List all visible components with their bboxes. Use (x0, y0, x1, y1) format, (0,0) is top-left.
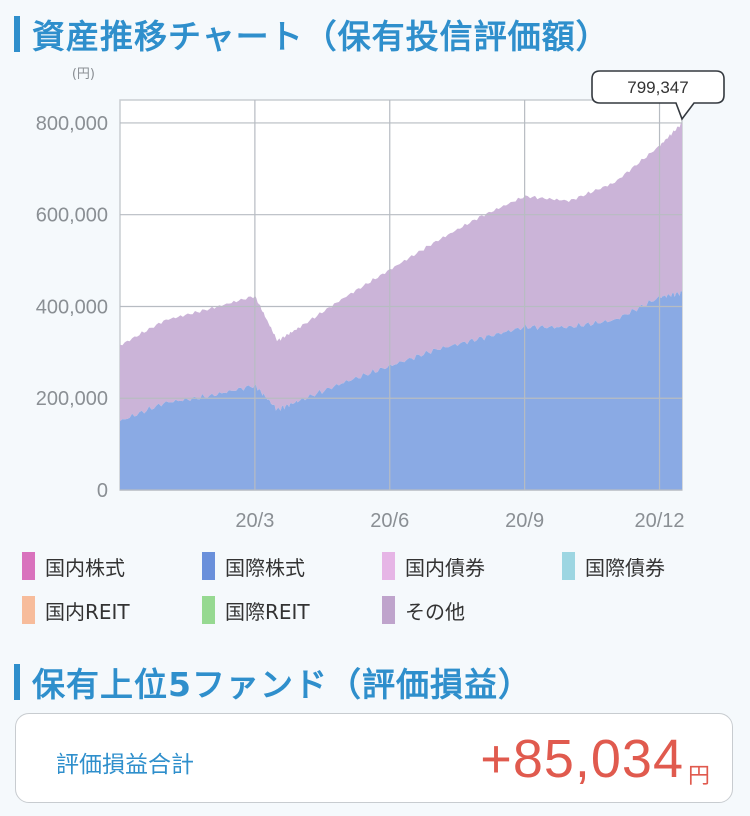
legend-item: 国際債券 (562, 552, 742, 580)
value-callout (591, 70, 725, 121)
legend-item: 国際REIT (202, 596, 382, 624)
asset-chart: 0 200,000 400,000 600,000 800,000 20/3 20/6 20/… (0, 58, 750, 538)
legend-swatch (382, 552, 395, 580)
asset-area-chart: 0 200,000 400,000 600,000 800,000 20/3 20/6 20/… (36, 67, 725, 532)
legend-item: 国際株式 (202, 552, 382, 580)
x-tick-label: 20/3 (235, 510, 274, 532)
asset-chart-title: 資産推移チャート（保有投信評価額） (14, 10, 610, 58)
legend-item: 国内株式 (22, 552, 202, 580)
y-tick-label: 600,000 (36, 205, 108, 227)
total-gain-value: +85,034 (480, 729, 684, 789)
legend-swatch (202, 552, 215, 580)
x-tick-label: 20/6 (370, 510, 409, 532)
y-tick-label: 800,000 (36, 113, 108, 135)
legend-label: 国内株式 (45, 555, 125, 580)
title-accent-bar (14, 16, 20, 52)
legend-label: 国内債券 (405, 555, 485, 580)
legend-swatch (22, 596, 35, 624)
legend-label: 国際株式 (225, 555, 305, 580)
legend-swatch (202, 596, 215, 624)
y-unit-label: (円) (72, 67, 95, 82)
value-callout-text: 799,347 (627, 78, 688, 97)
legend-swatch (562, 552, 575, 580)
x-tick-label: 20/12 (634, 510, 684, 532)
y-tick-label: 400,000 (36, 296, 108, 318)
legend-label: 国際REIT (225, 599, 310, 624)
legend-item: 国内債券 (382, 552, 562, 580)
series-intl-stock-area (120, 290, 682, 490)
top-funds-title: 保有上位5ファンド（評価損益） (14, 658, 532, 706)
title-accent-bar (14, 664, 20, 700)
legend-item: その他 (382, 596, 562, 624)
legend-swatch (382, 596, 395, 624)
chart-legend: 国内株式 国際株式 国内債券 国際債券国内REIT 国際REIT その他 (22, 552, 742, 624)
total-gain-card: 評価損益合計 +85,034 円 (15, 713, 733, 803)
total-gain-label: 評価損益合計 (56, 752, 194, 778)
series-other-area (120, 123, 682, 422)
top-funds-title-text: 保有上位5ファンド（評価損益） (32, 665, 532, 704)
legend-label: 国際債券 (585, 555, 665, 580)
total-gain-unit: 円 (687, 764, 710, 789)
legend-label: 国内REIT (45, 599, 130, 624)
legend-item: 国内REIT (22, 596, 202, 624)
y-tick-label: 200,000 (36, 388, 108, 410)
x-tick-label: 20/9 (505, 510, 544, 532)
legend-label: その他 (405, 599, 465, 624)
asset-chart-title-text: 資産推移チャート（保有投信評価額） (32, 17, 610, 56)
y-tick-label: 0 (97, 480, 108, 502)
legend-swatch (22, 552, 35, 580)
